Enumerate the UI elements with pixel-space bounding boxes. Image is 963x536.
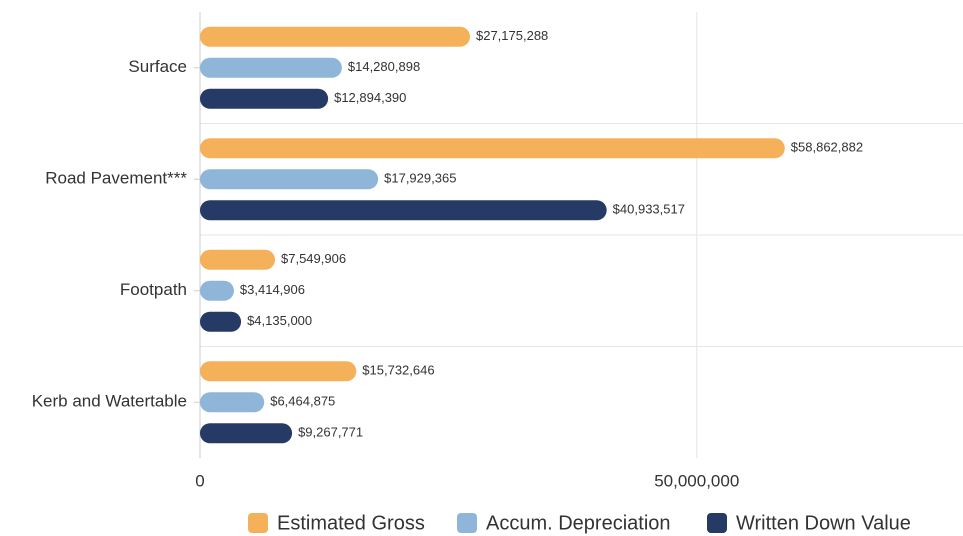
bar (200, 200, 607, 221)
legend-swatch (248, 513, 268, 533)
value-label: $27,175,288 (476, 28, 548, 43)
legend-swatch (707, 513, 727, 533)
bar (200, 280, 234, 301)
bar (200, 361, 357, 382)
value-label: $40,933,517 (613, 202, 685, 217)
y-tick-label: Kerb and Watertable (32, 392, 187, 411)
bar (200, 26, 470, 47)
bar (200, 88, 329, 109)
value-label: $15,732,646 (362, 363, 434, 378)
value-label: $9,267,771 (298, 425, 363, 440)
legend-label: Accum. Depreciation (486, 512, 671, 534)
value-label: $17,929,365 (384, 171, 456, 186)
legend-label: Written Down Value (736, 512, 911, 534)
bar (200, 169, 379, 190)
bar (200, 423, 293, 444)
x-tick-label: 0 (195, 471, 204, 490)
bar (200, 311, 242, 332)
value-label: $3,414,906 (240, 282, 305, 297)
bar (200, 57, 342, 78)
bar (200, 392, 265, 413)
value-label: $12,894,390 (334, 90, 406, 105)
bar (200, 249, 276, 270)
value-label: $6,464,875 (270, 394, 335, 409)
x-tick-label: 50,000,000 (654, 471, 739, 490)
y-tick-label: Surface (128, 57, 187, 76)
legend-swatch (457, 513, 477, 533)
value-label: $4,135,000 (247, 313, 312, 328)
value-label: $7,549,906 (281, 251, 346, 266)
legend-label: Estimated Gross (277, 512, 425, 534)
y-tick-label: Footpath (120, 280, 187, 299)
bar (200, 138, 785, 159)
value-label: $58,862,882 (791, 140, 863, 155)
value-label: $14,280,898 (348, 59, 420, 74)
y-tick-label: Road Pavement*** (45, 169, 187, 188)
